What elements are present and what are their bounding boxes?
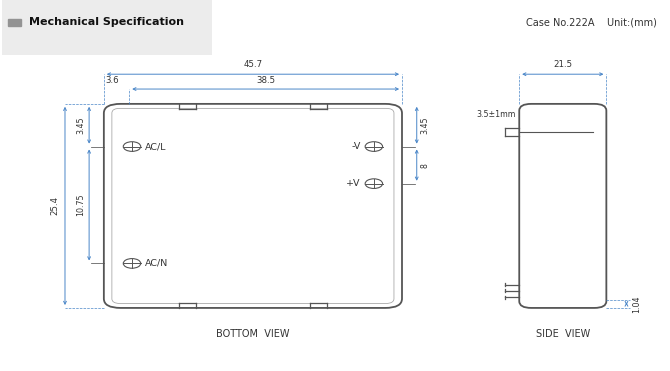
Text: +V: +V (346, 179, 360, 188)
Text: 8: 8 (420, 162, 429, 168)
FancyBboxPatch shape (104, 104, 402, 308)
Text: 21.5: 21.5 (553, 60, 572, 69)
Text: 38.5: 38.5 (256, 76, 275, 85)
Text: 45.7: 45.7 (243, 60, 263, 69)
Text: Mechanical Specification: Mechanical Specification (29, 17, 184, 27)
Text: 25.4: 25.4 (50, 196, 60, 216)
Text: 3.5±1mm: 3.5±1mm (476, 110, 516, 119)
Text: -V: -V (351, 142, 360, 151)
Text: 3.6: 3.6 (105, 76, 119, 85)
Text: 10.75: 10.75 (76, 194, 86, 216)
FancyBboxPatch shape (519, 104, 606, 308)
Text: AC/N: AC/N (145, 259, 169, 268)
Text: Case No.222A    Unit:(mm): Case No.222A Unit:(mm) (526, 17, 657, 27)
Text: 3.45: 3.45 (76, 116, 86, 134)
Text: AC/L: AC/L (145, 142, 167, 151)
Text: BOTTOM  VIEW: BOTTOM VIEW (216, 329, 289, 339)
Text: 1.04: 1.04 (632, 295, 641, 312)
Text: 3.45: 3.45 (420, 116, 429, 134)
Bar (8, 19, 21, 26)
Text: SIDE  VIEW: SIDE VIEW (536, 329, 590, 339)
